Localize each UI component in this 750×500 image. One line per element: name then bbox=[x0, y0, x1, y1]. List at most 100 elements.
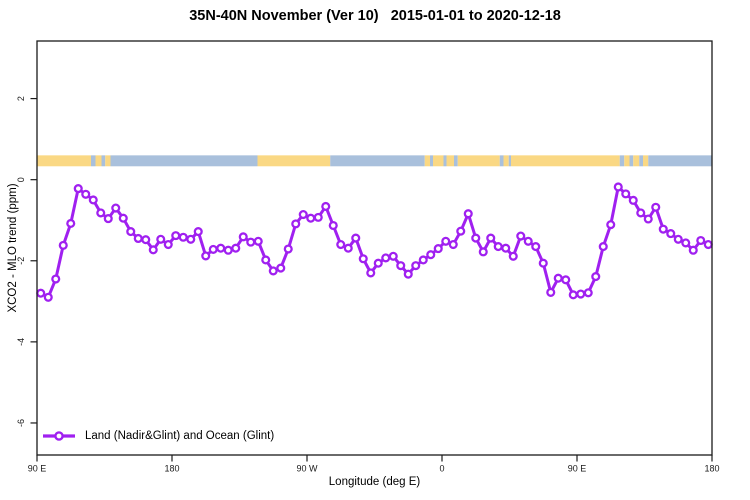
data-point-marker bbox=[396, 261, 406, 271]
y-tick-label: -2 bbox=[16, 257, 26, 265]
data-point-marker bbox=[621, 189, 631, 199]
surface-band-segment-land bbox=[643, 155, 649, 167]
data-point-marker bbox=[366, 268, 376, 278]
data-point-marker bbox=[658, 224, 668, 234]
data-point-marker bbox=[598, 242, 608, 252]
data-point-marker bbox=[118, 213, 128, 223]
data-point-marker bbox=[523, 236, 533, 246]
data-point-marker bbox=[403, 269, 413, 279]
data-point-marker bbox=[88, 195, 98, 205]
data-point-marker bbox=[651, 202, 661, 212]
x-tick-label: 90 E bbox=[28, 464, 47, 474]
data-point-marker bbox=[156, 234, 166, 244]
y-tick-label: 2 bbox=[16, 96, 26, 101]
data-point-marker bbox=[321, 201, 331, 211]
data-point-marker bbox=[261, 255, 271, 265]
data-point-marker bbox=[531, 242, 541, 252]
x-tick-label: 180 bbox=[164, 464, 179, 474]
data-point-marker bbox=[426, 250, 436, 260]
data-point-marker bbox=[373, 258, 383, 268]
data-point-marker bbox=[561, 275, 571, 285]
data-point-marker bbox=[51, 274, 61, 284]
data-point-marker bbox=[96, 208, 106, 218]
data-point-marker bbox=[501, 243, 511, 253]
data-point-marker bbox=[336, 240, 346, 250]
data-point-marker bbox=[411, 261, 421, 271]
data-point-marker bbox=[546, 287, 556, 297]
chart-title: 35N-40N November (Ver 10) 2015-01-01 to … bbox=[189, 8, 561, 24]
data-point-marker bbox=[681, 238, 691, 248]
data-point-marker bbox=[186, 234, 196, 244]
legend: Land (Nadir&Glint) and Ocean (Glint) bbox=[42, 429, 274, 443]
surface-band-segment-land bbox=[633, 155, 640, 167]
data-point-marker bbox=[703, 240, 713, 250]
data-point-marker bbox=[73, 184, 83, 194]
data-point-marker bbox=[433, 244, 443, 254]
data-point-marker bbox=[328, 220, 338, 231]
data-point-marker bbox=[576, 289, 586, 299]
surface-band-segment-ocean bbox=[91, 155, 96, 167]
data-point-marker bbox=[306, 213, 316, 223]
data-point-marker bbox=[141, 235, 151, 245]
data-point-marker bbox=[43, 292, 53, 302]
surface-band-segment-ocean bbox=[330, 155, 425, 167]
data-point-marker bbox=[696, 235, 706, 246]
data-point-marker bbox=[583, 288, 593, 298]
data-point-marker bbox=[313, 212, 323, 222]
x-tick-label: 90 W bbox=[296, 464, 318, 474]
data-point-marker bbox=[381, 253, 391, 263]
surface-band-segment-ocean bbox=[430, 155, 433, 167]
data-point-marker bbox=[171, 231, 181, 241]
data-point-marker bbox=[283, 244, 293, 254]
data-point-marker bbox=[276, 263, 286, 273]
data-point-marker bbox=[568, 290, 578, 300]
plot-box bbox=[36, 40, 713, 456]
data-point-marker bbox=[208, 244, 218, 254]
x-tick-label: 90 E bbox=[568, 464, 587, 474]
data-point-marker bbox=[538, 258, 548, 268]
data-point-marker bbox=[298, 209, 308, 220]
surface-band-segment-ocean bbox=[443, 155, 447, 167]
data-point-marker bbox=[343, 243, 353, 253]
data-point-marker bbox=[613, 182, 623, 192]
data-point-marker bbox=[358, 254, 368, 264]
surface-band-segment-land bbox=[95, 155, 102, 167]
legend-label: Land (Nadir&Glint) and Ocean (Glint) bbox=[85, 430, 275, 442]
surface-band-segment-ocean bbox=[508, 155, 511, 167]
data-point-marker bbox=[478, 247, 488, 257]
data-point-marker bbox=[606, 220, 616, 230]
data-point-marker bbox=[103, 214, 113, 224]
data-point-marker bbox=[178, 232, 188, 242]
data-point-marker bbox=[66, 218, 76, 229]
x-axis-label: Longitude (deg E) bbox=[328, 476, 421, 488]
surface-band-segment-land bbox=[503, 155, 509, 167]
surface-band-segment-land bbox=[433, 155, 444, 167]
data-point-marker bbox=[493, 242, 503, 252]
data-point-marker bbox=[516, 231, 526, 241]
data-point-marker bbox=[291, 219, 301, 229]
x-tick-label: 0 bbox=[439, 464, 444, 474]
data-point-marker bbox=[471, 233, 481, 243]
data-point-marker bbox=[36, 288, 46, 298]
data-point-marker bbox=[126, 227, 136, 237]
surface-band-segment-land bbox=[257, 155, 331, 167]
surface-band-segment-ocean bbox=[499, 155, 504, 167]
data-point-marker bbox=[216, 243, 226, 253]
data-point-marker bbox=[591, 272, 601, 282]
y-tick-label: -6 bbox=[16, 419, 26, 427]
data-point-marker bbox=[133, 233, 143, 244]
data-point-marker bbox=[111, 203, 121, 213]
data-point-marker bbox=[643, 214, 653, 224]
legend-line-marker-icon bbox=[43, 431, 75, 441]
data-point-marker bbox=[666, 229, 676, 239]
data-point-marker bbox=[231, 243, 241, 253]
data-point-marker bbox=[673, 234, 683, 244]
data-point-marker bbox=[456, 226, 466, 236]
data-point-marker bbox=[508, 251, 518, 261]
data-point-marker bbox=[553, 273, 563, 283]
surface-band-segment-land bbox=[457, 155, 500, 167]
data-point-marker bbox=[223, 245, 233, 255]
data-point-marker bbox=[163, 240, 173, 250]
surface-band-segment-ocean bbox=[648, 155, 712, 167]
